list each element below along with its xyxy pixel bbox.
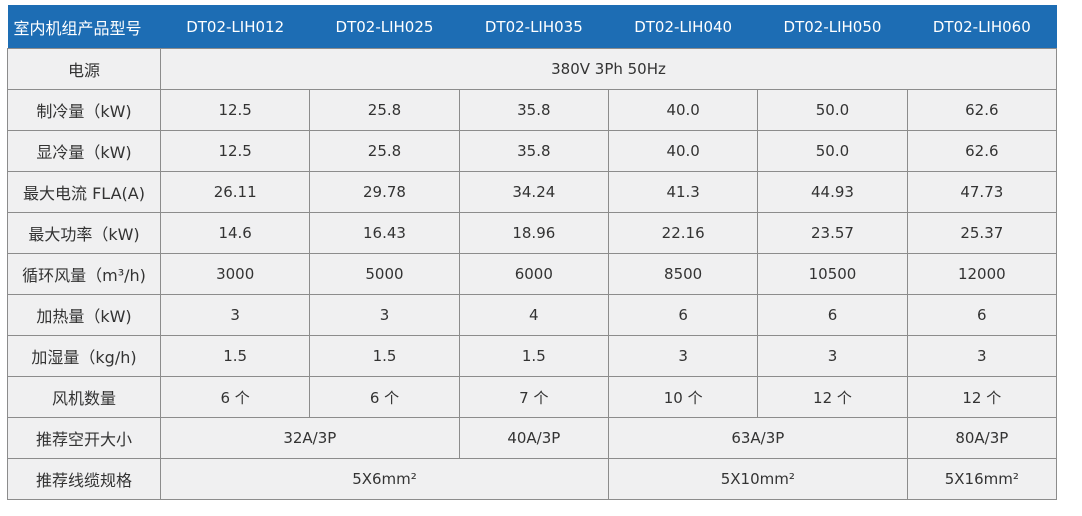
cell: 12.5 (159, 89, 311, 131)
cell: 32A/3P (160, 417, 460, 459)
cell: 25.37 (906, 212, 1058, 254)
cell: 3 (309, 294, 460, 336)
cell: 6 (757, 294, 908, 336)
row-label: 循环风量（m³/h) (7, 253, 161, 295)
model-header: DT02-LIH035 (459, 5, 609, 49)
cell: 50.0 (757, 89, 908, 131)
cell: 44.93 (757, 171, 908, 213)
row-label: 加热量（kW) (7, 294, 161, 336)
cell: 80A/3P (906, 417, 1058, 459)
table-row: 最大电流 FLA(A) 26.11 29.78 34.24 41.3 44.93 47.73 (7, 171, 1058, 213)
cell: 16.43 (309, 212, 460, 254)
cell: 3 (906, 335, 1058, 377)
cell: 1.5 (458, 335, 609, 377)
row-label: 最大电流 FLA(A) (7, 171, 161, 213)
cell: 3 (607, 335, 759, 377)
cell: 3000 (159, 253, 311, 295)
model-header: DT02-LIH012 (160, 5, 310, 49)
cell: 62.6 (906, 130, 1058, 172)
table-row: 最大功率（kW) 14.6 16.43 18.96 22.16 23.57 25.37 (7, 212, 1058, 254)
cell: 22.16 (607, 212, 759, 254)
header-row: 室内机组产品型号 DT02-LIH012 DT02-LIH025 DT02-LIH03… (7, 5, 1057, 49)
cell: 12 个 (757, 376, 908, 418)
cell: 62.6 (906, 89, 1058, 131)
cell: 5X6mm² (160, 458, 609, 500)
table-row: 推荐线缆规格 5X6mm² 5X10mm² 5X16mm² (7, 458, 1058, 500)
cell: 35.8 (458, 89, 609, 131)
cell: 1.5 (159, 335, 311, 377)
cell: 4 (458, 294, 609, 336)
table-body: 电源 380V 3Ph 50Hz 制冷量（kW) 12.5 25.8 35.8 40.0 50… (7, 48, 1058, 500)
cell: 25.8 (309, 130, 460, 172)
cell: 34.24 (458, 171, 609, 213)
cell: 5000 (309, 253, 460, 295)
cell: 63A/3P (607, 417, 908, 459)
cell: 5X16mm² (906, 458, 1058, 500)
row-label: 风机数量 (7, 376, 161, 418)
cell: 6 (906, 294, 1058, 336)
table-row: 推荐空开大小 32A/3P 40A/3P 63A/3P 80A/3P (7, 417, 1058, 459)
cell: 35.8 (458, 130, 609, 172)
table-row: 循环风量（m³/h) 3000 5000 6000 8500 10500 12000 (7, 253, 1058, 295)
cell: 8500 (607, 253, 759, 295)
row-label: 最大功率（kW) (7, 212, 161, 254)
cell: 10 个 (607, 376, 759, 418)
table-row: 电源 380V 3Ph 50Hz (7, 48, 1057, 90)
cell: 14.6 (159, 212, 311, 254)
cell: 25.8 (309, 89, 460, 131)
row-label: 电源 (7, 48, 161, 90)
corner-header: 室内机组产品型号 (7, 5, 161, 49)
table-row: 加湿量（kg/h) 1.5 1.5 1.5 3 3 3 (7, 335, 1058, 377)
table-row: 显冷量（kW) 12.5 25.8 35.8 40.0 50.0 62.6 (7, 130, 1058, 172)
cell: 6 个 (159, 376, 311, 418)
model-header: DT02-LIH050 (757, 5, 908, 49)
cell: 10500 (757, 253, 908, 295)
cell: 12 个 (906, 376, 1058, 418)
cell: 6000 (458, 253, 609, 295)
cell: 40.0 (607, 89, 759, 131)
cell: 47.73 (906, 171, 1058, 213)
cell: 23.57 (757, 212, 908, 254)
spec-table: 室内机组产品型号 DT02-LIH012 DT02-LIH025 DT02-LIH03… (7, 5, 1058, 500)
cell: 6 (607, 294, 759, 336)
cell: 3 (159, 294, 311, 336)
cell: 18.96 (458, 212, 609, 254)
cell: 40.0 (607, 130, 759, 172)
cell: 5X10mm² (607, 458, 908, 500)
row-label: 显冷量（kW) (7, 130, 161, 172)
cell: 41.3 (607, 171, 759, 213)
model-header: DT02-LIH060 (907, 5, 1057, 49)
cell: 12000 (906, 253, 1058, 295)
model-header: DT02-LIH040 (608, 5, 758, 49)
cell: 50.0 (757, 130, 908, 172)
cell: 12.5 (159, 130, 311, 172)
row-label: 推荐线缆规格 (7, 458, 161, 500)
cell: 26.11 (159, 171, 311, 213)
model-header: DT02-LIH025 (309, 5, 460, 49)
cell: 380V 3Ph 50Hz (160, 48, 1057, 90)
cell: 29.78 (309, 171, 460, 213)
cell: 1.5 (309, 335, 460, 377)
row-label: 加湿量（kg/h) (7, 335, 161, 377)
cell: 6 个 (309, 376, 460, 418)
table-row: 制冷量（kW) 12.5 25.8 35.8 40.0 50.0 62.6 (7, 89, 1058, 131)
cell: 7 个 (458, 376, 609, 418)
row-label: 推荐空开大小 (7, 417, 161, 459)
table-row: 加热量（kW) 3 3 4 6 6 6 (7, 294, 1058, 336)
cell: 40A/3P (458, 417, 609, 459)
row-label: 制冷量（kW) (7, 89, 161, 131)
cell: 3 (757, 335, 908, 377)
